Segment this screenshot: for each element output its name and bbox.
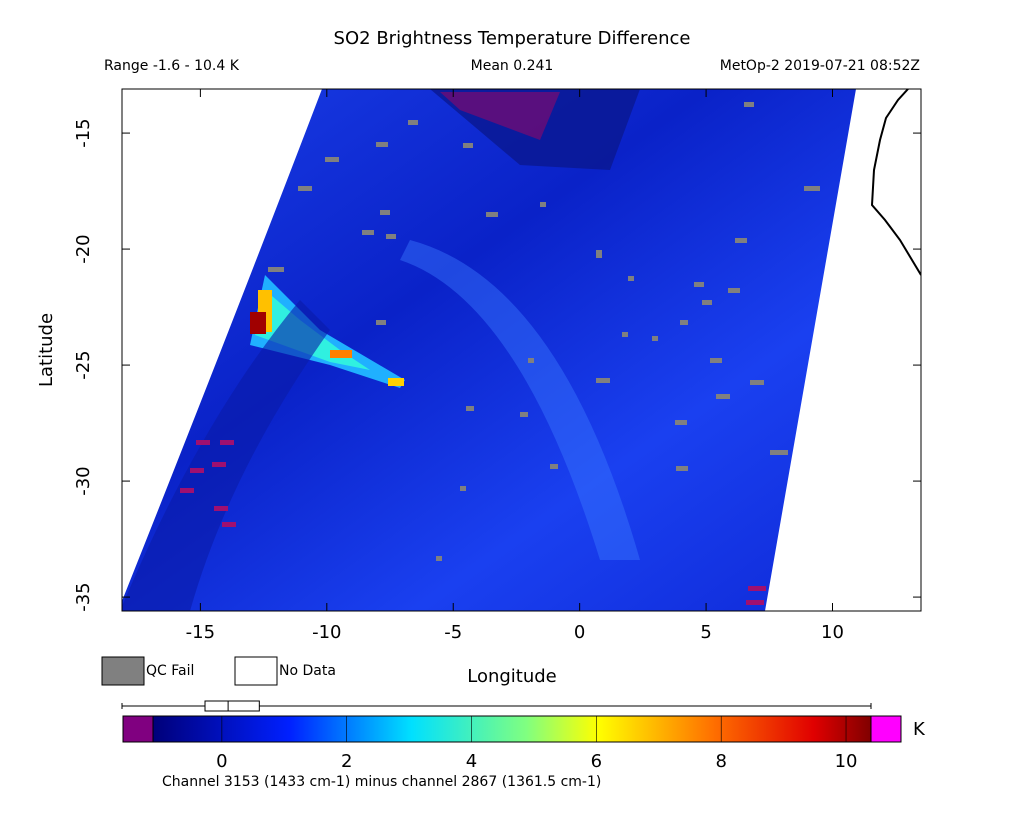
colorbar-over bbox=[870, 715, 902, 743]
plume-spot bbox=[330, 350, 352, 358]
x-tick-label: -5 bbox=[444, 622, 462, 643]
y-tick-label: -15 bbox=[73, 118, 94, 147]
colorbar bbox=[152, 715, 872, 743]
colorbar-unit: K bbox=[913, 719, 926, 740]
x-tick-label: -10 bbox=[312, 622, 341, 643]
box bbox=[204, 700, 260, 712]
chart-title: SO2 Brightness Temperature Difference bbox=[334, 28, 691, 49]
range-text: Range -1.6 - 10.4 K bbox=[104, 58, 240, 74]
x-tick-label: -15 bbox=[186, 622, 215, 643]
footnote: Channel 3153 (1433 cm-1) minus channel 2… bbox=[162, 774, 601, 790]
legend-swatch bbox=[234, 656, 278, 686]
swath-area bbox=[122, 89, 856, 611]
colorbar-tick-label: 10 bbox=[835, 751, 858, 772]
legend-label: No Data bbox=[279, 663, 336, 679]
y-axis-label: Latitude bbox=[36, 313, 57, 387]
mean-text: Mean 0.241 bbox=[471, 58, 554, 74]
swath-band bbox=[400, 240, 640, 560]
x-axis-label: Longitude bbox=[467, 666, 557, 687]
y-tick-label: -30 bbox=[73, 466, 94, 495]
legend-label: QC Fail bbox=[146, 663, 194, 679]
colorbar-tick-label: 6 bbox=[591, 751, 602, 772]
plume-peak bbox=[250, 312, 266, 334]
y-tick-label: -20 bbox=[73, 234, 94, 263]
colorbar-tick-label: 0 bbox=[216, 751, 227, 772]
x-tick-label: 5 bbox=[700, 622, 711, 643]
colorbar-tick-label: 4 bbox=[466, 751, 477, 772]
colorbar-under bbox=[122, 715, 154, 743]
swath-west bbox=[122, 300, 330, 611]
plume-spot bbox=[388, 378, 404, 386]
qc-fail-cells bbox=[268, 102, 820, 561]
purple-cells bbox=[180, 440, 766, 605]
x-tick-label: 10 bbox=[821, 622, 844, 643]
source-text: MetOp-2 2019-07-21 08:52Z bbox=[720, 58, 920, 74]
swath bbox=[122, 89, 921, 611]
plot-frame bbox=[121, 88, 922, 612]
coastline bbox=[870, 89, 921, 276]
y-tick-label: -25 bbox=[73, 350, 94, 379]
y-tick-label: -35 bbox=[73, 582, 94, 611]
x-tick-label: 0 bbox=[574, 622, 585, 643]
colorbar-tick-label: 8 bbox=[715, 751, 726, 772]
legend-swatch bbox=[101, 656, 145, 686]
plume bbox=[250, 275, 405, 388]
swath-purple bbox=[440, 92, 560, 140]
colorbar-tick-label: 2 bbox=[341, 751, 352, 772]
